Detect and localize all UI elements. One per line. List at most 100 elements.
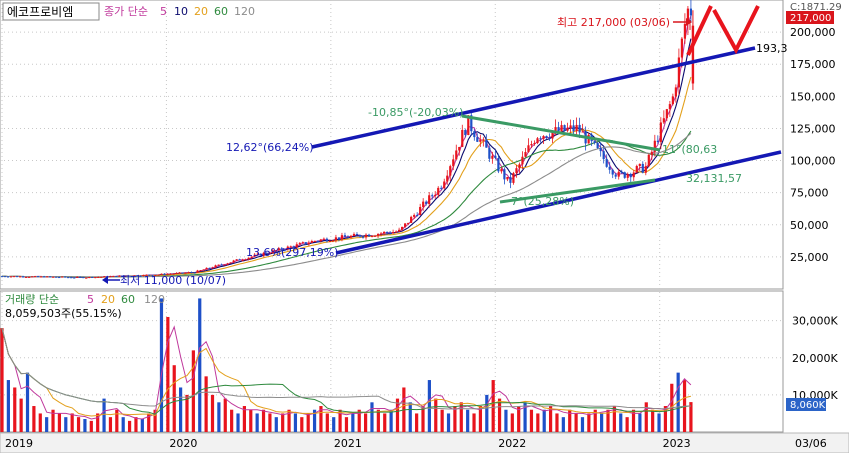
candle-body: [593, 141, 596, 144]
candle-body: [127, 275, 130, 277]
candle-body: [166, 273, 169, 275]
candle-body: [130, 276, 133, 278]
candle-body: [61, 276, 64, 278]
ma-60-label[interactable]: 60: [214, 5, 228, 18]
candle-body: [416, 215, 419, 217]
volume-bar: [332, 417, 336, 432]
candle-body: [199, 270, 202, 272]
candle-body: [581, 131, 584, 133]
candle-body: [545, 135, 548, 138]
candle-body: [322, 238, 325, 240]
candle-body: [527, 145, 530, 153]
volume-bar: [153, 409, 157, 432]
vol-ma20-line[interactable]: [1, 327, 692, 417]
high-annotation: 최고 217,000 (03/06): [557, 16, 670, 29]
candle-body: [232, 260, 235, 263]
ma-10-label[interactable]: 10: [174, 5, 188, 18]
vol-ma-20-label[interactable]: 20: [101, 293, 115, 306]
candle-body: [334, 237, 338, 241]
candle-body: [295, 244, 298, 248]
candle-body: [557, 127, 560, 132]
candle-body: [563, 125, 566, 131]
candle-body: [602, 151, 605, 160]
candle-body: [33, 276, 37, 278]
candle-body: [352, 234, 356, 236]
date-tick-label: 2023: [663, 437, 691, 450]
volume-bar: [70, 413, 74, 432]
high-arrow-head: [686, 18, 692, 26]
ma-20-label[interactable]: 20: [194, 5, 208, 18]
volume-bar: [108, 417, 113, 432]
upper-trendline[interactable]: [311, 46, 756, 149]
candle-body: [379, 233, 383, 235]
candle-body: [18, 276, 22, 278]
triangle-upper-line[interactable]: [461, 114, 661, 152]
gridlines: [0, 0, 783, 432]
candle-body: [677, 57, 680, 88]
candle-body: [277, 248, 280, 251]
ma-120-label[interactable]: 120: [234, 5, 255, 18]
volume-bar: [191, 350, 195, 432]
candle-body: [30, 276, 34, 278]
volume-bar: [134, 417, 138, 432]
candle-body: [431, 195, 434, 197]
volume-bar: [51, 409, 55, 432]
volume-bar: [127, 420, 132, 432]
candle-body: [659, 122, 662, 142]
candle-body: [27, 276, 31, 278]
volume-bar: [0, 328, 4, 432]
vol-ma5-line[interactable]: [1, 325, 692, 420]
candle-body: [656, 140, 659, 142]
volume-bar: [389, 409, 393, 432]
volume-bar: [472, 413, 476, 432]
candle-body: [94, 277, 97, 279]
candle-body: [49, 276, 52, 278]
volume-bar: [312, 409, 317, 432]
candle-body: [6, 276, 10, 278]
candle-body: [241, 259, 244, 261]
candle-body: [328, 241, 332, 243]
price-tick-label: 150,000: [790, 90, 836, 103]
volume-bar: [427, 380, 431, 432]
volume-bar: [612, 406, 616, 432]
candle-body: [154, 274, 157, 276]
candle-body: [419, 206, 422, 216]
volume-bar: [459, 402, 463, 432]
candle-body: [88, 277, 91, 279]
candle-body: [391, 232, 395, 234]
current-volume-label: 8,059,503주(55.15%): [5, 307, 122, 320]
stock-name-box[interactable]: [2, 2, 100, 21]
candle-body: [142, 274, 145, 276]
ma-5-label[interactable]: 5: [160, 5, 167, 18]
candle-body: [43, 276, 46, 278]
volume-bar: [421, 406, 425, 432]
candle-body: [97, 276, 100, 278]
candle-body: [569, 125, 572, 129]
volume-bar: [223, 398, 227, 432]
lower-trendline[interactable]: [335, 150, 782, 255]
candle-body: [524, 152, 527, 157]
candle-body: [292, 246, 295, 248]
volume-bar: [363, 413, 368, 432]
last-price-tag: [786, 11, 834, 24]
volume-bar: [121, 417, 125, 432]
triangle-lower-line[interactable]: [499, 178, 656, 204]
candle-body: [464, 129, 467, 136]
vol-ma-60-label[interactable]: 60: [121, 293, 135, 306]
volume-bar: [504, 409, 508, 432]
candle-body: [253, 254, 256, 257]
volume-bar: [619, 413, 623, 432]
candle-body: [24, 276, 28, 278]
volume-bar: [351, 413, 355, 432]
candle-body: [614, 174, 617, 177]
corner-label: C:1871.29: [790, 2, 842, 13]
candle-body: [67, 277, 70, 279]
candle-body: [485, 139, 488, 148]
candle-body: [398, 229, 401, 232]
vol-ma120-line[interactable]: [1, 327, 691, 410]
vol-ma-5-label[interactable]: 5: [87, 293, 94, 306]
volume-bar: [64, 417, 68, 432]
vol-ma-120-label[interactable]: 120: [144, 293, 165, 306]
volume-bar: [651, 409, 655, 432]
